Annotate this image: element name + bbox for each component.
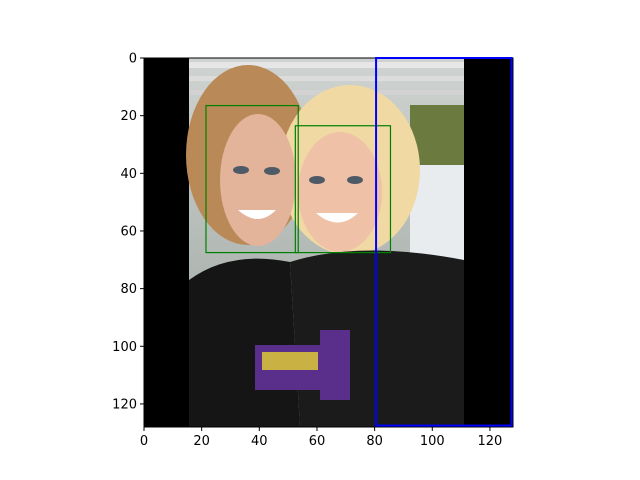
axes-frame [143,57,514,428]
y-tick-label: 100 [112,340,137,355]
axis-ticks: 0 20 40 60 80 100 120 0 20 40 60 80 100 120 [112,52,502,450]
x-tick-label: 80 [366,434,383,449]
y-tick-label: 40 [120,167,137,182]
x-tick-label: 100 [420,434,445,449]
x-tick-label: 60 [309,434,326,449]
x-tick-label: 20 [193,434,210,449]
photo-content [186,58,464,427]
y-tick-label: 20 [120,109,137,124]
bounding-box-2 [294,125,392,254]
bounding-box-1 [205,104,299,254]
x-tick-label: 0 [140,434,148,449]
bounding-boxes [205,57,513,427]
x-tick-label: 120 [478,434,503,449]
y-tick-label: 60 [120,224,137,239]
x-tick-label: 40 [251,434,268,449]
image-area [144,58,513,427]
y-tick-label: 120 [112,397,137,412]
y-tick-label: 80 [120,282,137,297]
y-tick-label: 0 [129,52,137,67]
bounding-box-3 [375,57,513,427]
